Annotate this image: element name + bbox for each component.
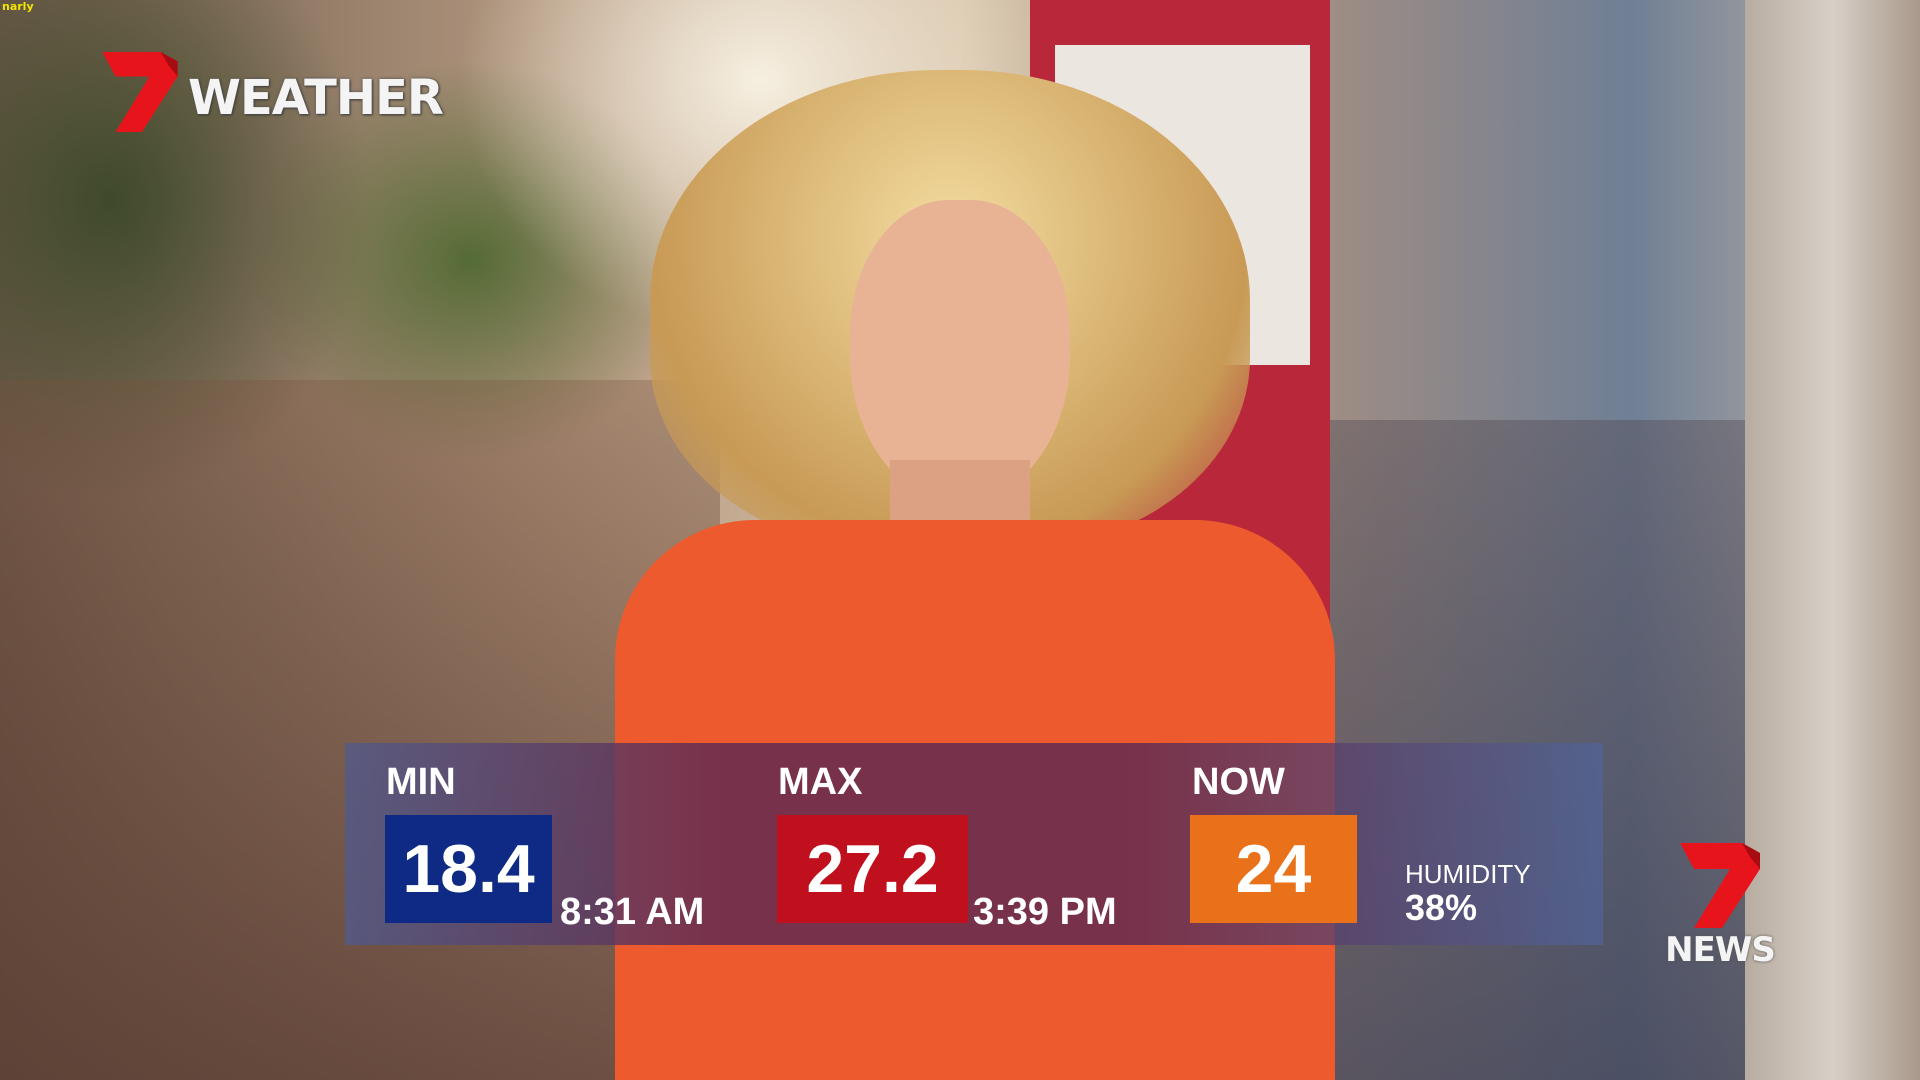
min-label: MIN (386, 761, 456, 803)
min-value: 18.4 (402, 831, 535, 907)
seven-news-logo: NEWS (1640, 843, 1800, 970)
max-label: MAX (778, 761, 863, 803)
seven-weather-logo: WEATHER (100, 52, 444, 132)
now-value: 24 (1235, 831, 1312, 907)
min-time: 8:31 AM (560, 891, 705, 933)
seven-logo-icon (1680, 843, 1760, 928)
max-value: 27.2 (806, 831, 939, 907)
ticker-text: narly (2, 0, 34, 13)
tree-trunk (1745, 0, 1920, 1080)
presenter-face (850, 200, 1070, 500)
humidity-label: HUMIDITY (1405, 859, 1531, 889)
max-time: 3:39 PM (973, 891, 1117, 933)
weather-title: WEATHER (188, 70, 444, 126)
humidity-value: 38% (1405, 887, 1478, 928)
now-value-box: 24 (1190, 815, 1357, 923)
crowd-left (0, 380, 720, 1080)
seven-logo-icon (102, 52, 178, 132)
weather-bar: MIN 18.4 8:31 AM MAX 27.2 3:39 PM NOW 24… (345, 743, 1603, 945)
min-value-box: 18.4 (385, 815, 552, 923)
max-value-box: 27.2 (777, 815, 968, 923)
now-label: NOW (1192, 761, 1285, 803)
news-label: NEWS (1665, 930, 1776, 970)
